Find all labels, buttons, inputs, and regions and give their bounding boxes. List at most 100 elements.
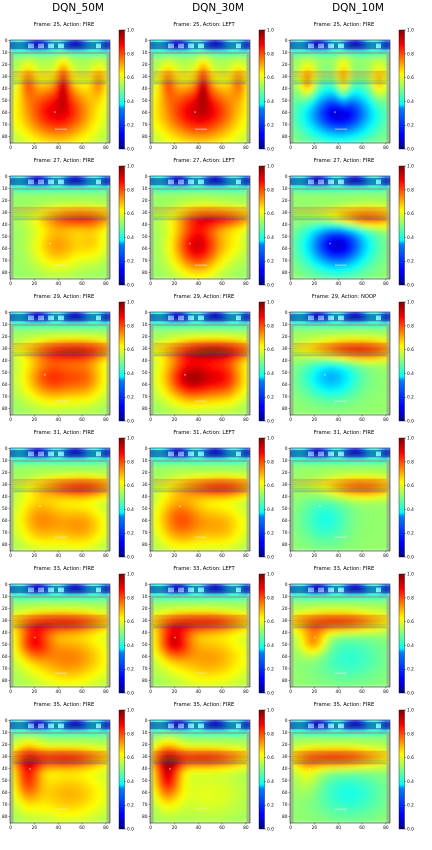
y-tick-label: 50: [142, 506, 148, 512]
y-tick-label: 40: [282, 766, 288, 772]
y-tick-label: 20: [2, 470, 8, 476]
x-tick-label: 60: [359, 145, 365, 151]
colorbar-tick-label: 0.8: [267, 51, 274, 57]
panel-title: Frame: 31, Action: FIRE: [314, 430, 375, 436]
x-tick-label: 20: [312, 689, 318, 695]
ball: [169, 768, 171, 770]
colorbar-tick-label: 0.6: [127, 347, 134, 353]
y-tick-label: 40: [142, 630, 148, 636]
x-tick-label: 0: [9, 281, 12, 287]
x-tick-label: 20: [312, 825, 318, 831]
colorbar-tick-label: 0.4: [267, 99, 274, 105]
column-title-3: DQN_10M: [332, 2, 384, 14]
y-tick-label: 30: [2, 754, 8, 760]
colorbar-tick-label: 0.2: [407, 395, 414, 401]
heatmap-image: [290, 176, 390, 279]
y-tick-label: 40: [142, 766, 148, 772]
axes-frame: [9, 583, 111, 688]
y-tick-label: 80: [142, 542, 148, 548]
axes-frame: [289, 311, 391, 416]
y-tick-label: 0: [145, 310, 148, 316]
axes-frame: [289, 447, 391, 552]
y-tick-label: 30: [282, 346, 288, 352]
x-tick-label: 20: [172, 825, 178, 831]
colorbar-tick-label: 1.0: [127, 572, 134, 578]
colorbar-tick-label: 0.0: [127, 283, 134, 289]
heatmap-image: [10, 720, 110, 823]
y-tick-label: 0: [285, 38, 288, 44]
heatmap-image: [10, 584, 110, 687]
heatmap-panel: Frame: 33, Action: FIRE 0 10 20 30 40 50 60 70 80…: [282, 566, 414, 697]
x-tick-label: 0: [149, 281, 152, 287]
y-tick-label: 80: [2, 814, 8, 820]
paddle: [195, 672, 207, 674]
axes-frame: [289, 583, 391, 688]
heatmap-panel: Frame: 33, Action: LEFT 0 10 20 30 40 50 60 70 80…: [142, 566, 274, 697]
colorbar-tick-label: 0.6: [407, 347, 414, 353]
colorbar-tick-label: 0.4: [407, 779, 414, 785]
colorbar-tick-label: 0.0: [407, 419, 414, 425]
colorbar: [118, 165, 125, 286]
y-tick-label: 40: [2, 494, 8, 500]
y-tick-label: 70: [282, 530, 288, 536]
paddle: [335, 400, 347, 402]
colorbar-tick-label: 0.6: [267, 75, 274, 81]
x-tick-label: 60: [219, 689, 225, 695]
ball: [319, 505, 321, 508]
panel-title: Frame: 35, Action: FIRE: [34, 702, 95, 708]
x-tick-label: 20: [32, 825, 38, 831]
y-tick-label: 30: [142, 346, 148, 352]
colorbar-tick-label: 0.0: [267, 419, 274, 425]
y-tick-label: 30: [142, 618, 148, 624]
column-title-1: DQN_50M: [52, 2, 104, 14]
colorbar-tick-label: 0.6: [127, 211, 134, 217]
colorbar-tick-label: 0.2: [267, 123, 274, 129]
colorbar: [398, 301, 405, 422]
y-tick-label: 40: [2, 766, 8, 772]
y-tick-label: 10: [282, 730, 288, 736]
axes-frame: [149, 719, 251, 824]
x-tick-label: 40: [195, 825, 201, 831]
x-tick-label: 60: [79, 689, 85, 695]
game-frame-overlay: [150, 450, 250, 551]
y-tick-label: 20: [142, 470, 148, 476]
y-tick-label: 50: [142, 778, 148, 784]
ball: [324, 373, 326, 376]
x-tick-label: 0: [9, 825, 12, 831]
colorbar-tick-label: 0.8: [127, 459, 134, 465]
y-tick-label: 40: [282, 494, 288, 500]
y-tick-label: 0: [5, 38, 8, 44]
colorbar-tick-label: 0.2: [407, 123, 414, 129]
x-tick-label: 40: [335, 689, 341, 695]
colorbar-tick-label: 0.0: [267, 147, 274, 153]
x-tick-label: 40: [335, 145, 341, 151]
y-tick-label: 60: [2, 382, 8, 388]
colorbar-tick-label: 0.8: [267, 323, 274, 329]
heatmap-panel: Frame: 25, Action: FIRE 0 10 20 30 40 50 60 70 80…: [282, 22, 414, 153]
y-tick-label: 80: [282, 134, 288, 140]
y-tick-label: 0: [145, 38, 148, 44]
x-tick-label: 60: [359, 417, 365, 423]
colorbar-tick-label: 0.8: [407, 459, 414, 465]
ball: [184, 373, 186, 376]
x-tick-label: 40: [195, 281, 201, 287]
panel-title: Frame: 29, Action: NOOP: [312, 294, 376, 300]
panel-title: Frame: 29, Action: FIRE: [174, 294, 235, 300]
y-tick-label: 0: [285, 446, 288, 452]
axes-frame: [149, 583, 251, 688]
x-tick-label: 20: [312, 145, 318, 151]
y-tick-label: 60: [142, 518, 148, 524]
y-tick-label: 20: [2, 742, 8, 748]
x-tick-label: 0: [149, 825, 152, 831]
colorbar: [118, 437, 125, 558]
x-tick-label: 0: [289, 417, 292, 423]
y-tick-label: 80: [142, 814, 148, 820]
colorbar-tick-label: 0.2: [407, 803, 414, 809]
heatmap-image: [10, 448, 110, 551]
heatmap-panel: Frame: 35, Action: FIRE 0 10 20 30 40 50 60 70 80…: [142, 702, 274, 833]
paddle: [335, 264, 347, 266]
y-tick-label: 70: [282, 258, 288, 264]
y-tick-label: 80: [142, 134, 148, 140]
y-tick-label: 20: [142, 334, 148, 340]
y-tick-label: 60: [282, 654, 288, 660]
